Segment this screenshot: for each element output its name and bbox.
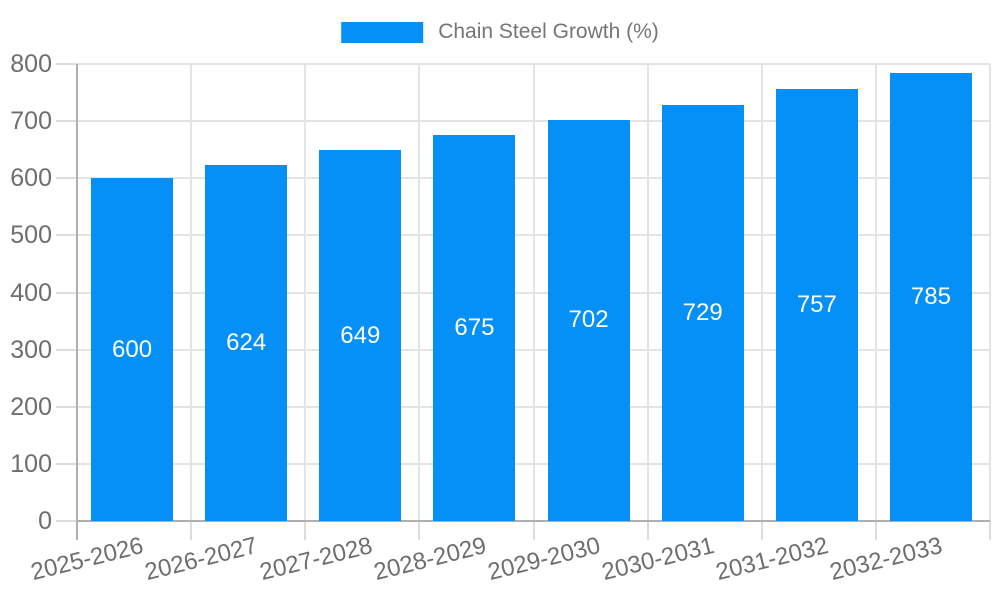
- y-axis-label: 0: [38, 507, 52, 535]
- bar-value-label: 649: [340, 321, 381, 349]
- x-tick: [190, 521, 193, 540]
- y-axis-label: 500: [10, 221, 52, 250]
- y-axis-label: 400: [10, 278, 52, 307]
- bar-value-label: 600: [112, 335, 153, 363]
- y-tick: [56, 63, 77, 65]
- y-tick: [56, 405, 77, 408]
- bar-value-label: 675: [454, 314, 495, 342]
- v-gridline: [874, 64, 877, 521]
- y-axis-label: 600: [10, 164, 52, 193]
- y-axis-label: 100: [10, 449, 52, 478]
- y-tick: [56, 120, 77, 123]
- bar-2027-2028[interactable]: 649: [319, 150, 402, 521]
- v-gridline: [532, 64, 535, 521]
- x-axis-label: 2032-2033: [827, 532, 946, 586]
- x-axis-label: 2025-2026: [28, 532, 147, 586]
- bar-value-label: 624: [226, 328, 267, 356]
- bar-2030-2031[interactable]: 729: [661, 104, 744, 521]
- y-axis-label: 800: [10, 50, 52, 78]
- v-gridline: [989, 64, 991, 521]
- x-tick: [874, 521, 877, 540]
- y-tick: [56, 462, 77, 465]
- bar-value-label: 702: [568, 306, 609, 334]
- bar-2029-2030[interactable]: 702: [547, 119, 630, 521]
- legend-label: Chain Steel Growth (%): [438, 20, 659, 43]
- y-tick: [56, 177, 77, 180]
- bar-2025-2026[interactable]: 600: [91, 178, 174, 521]
- v-gridline: [418, 64, 421, 521]
- legend-swatch: [341, 21, 424, 43]
- x-axis-label: 2031-2032: [713, 532, 832, 586]
- v-gridline: [646, 64, 649, 521]
- bar-value-label: 785: [910, 282, 951, 310]
- x-axis-label: 2028-2029: [370, 532, 489, 586]
- x-tick: [646, 521, 649, 540]
- x-axis-label: 2029-2030: [484, 532, 603, 586]
- v-gridline: [190, 64, 193, 521]
- x-tick: [989, 521, 991, 540]
- bar-value-label: 729: [682, 298, 723, 326]
- y-axis-line: [76, 64, 78, 540]
- v-gridline: [304, 64, 307, 521]
- y-axis-label: 200: [10, 392, 52, 421]
- x-axis-baseline: [77, 520, 990, 522]
- v-gridline: [760, 64, 763, 521]
- x-tick: [532, 521, 535, 540]
- bar-2028-2029[interactable]: 675: [433, 135, 516, 521]
- x-tick: [418, 521, 421, 540]
- x-axis-label: 2030-2031: [599, 532, 717, 586]
- y-tick: [56, 234, 77, 237]
- bar-2032-2033[interactable]: 785: [889, 72, 972, 521]
- x-tick: [760, 521, 763, 540]
- bar-2031-2032[interactable]: 757: [775, 88, 858, 521]
- x-axis-label: 2027-2028: [256, 532, 375, 586]
- x-axis-label: 2026-2027: [142, 532, 261, 586]
- bar-2026-2027[interactable]: 624: [205, 164, 288, 521]
- y-tick: [56, 348, 77, 351]
- y-axis-label: 700: [10, 107, 52, 136]
- bar-value-label: 757: [796, 290, 837, 318]
- y-tick: [56, 291, 77, 294]
- y-tick: [56, 520, 77, 522]
- legend[interactable]: Chain Steel Growth (%): [341, 21, 659, 43]
- y-axis-label: 300: [10, 335, 52, 364]
- x-tick: [304, 521, 307, 540]
